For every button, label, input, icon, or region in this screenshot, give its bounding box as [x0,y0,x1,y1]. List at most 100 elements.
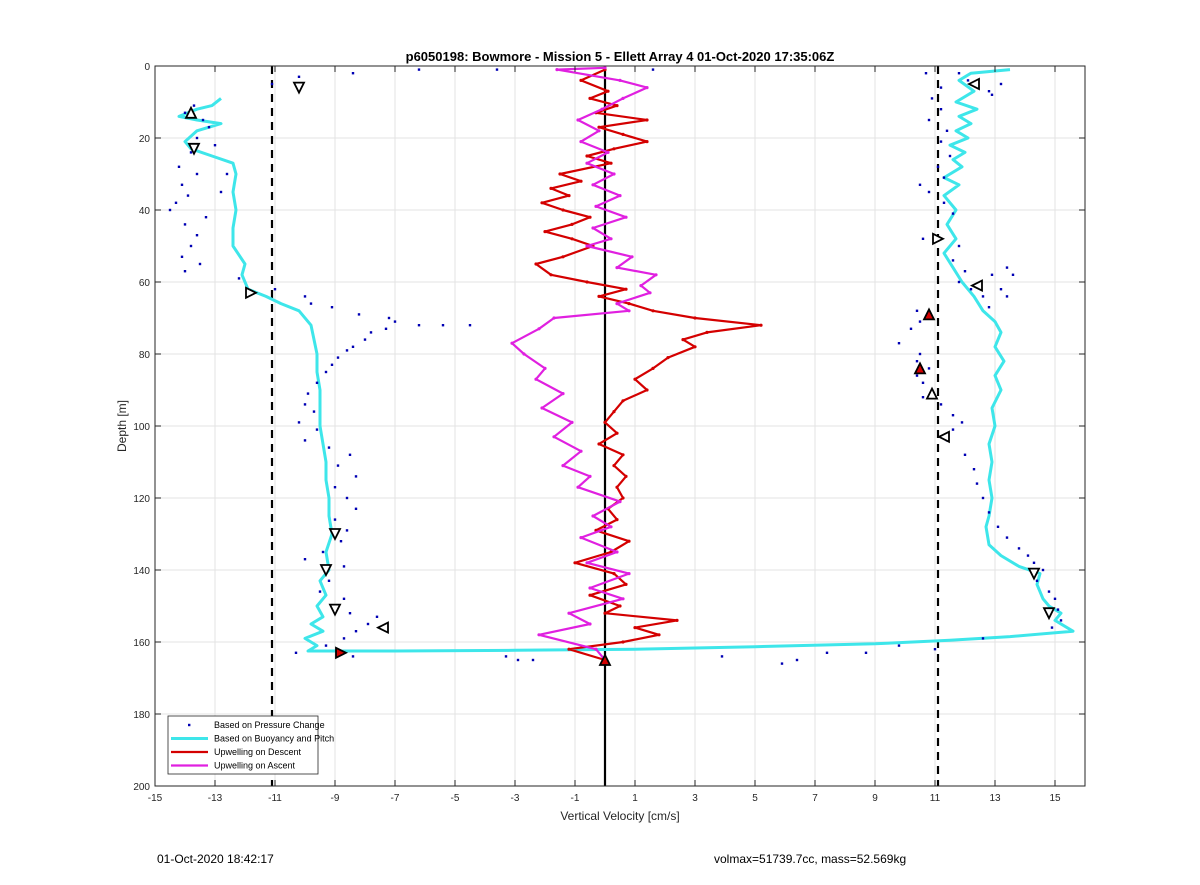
triangle-marker [1042,607,1056,621]
footer-timestamp: 01-Oct-2020 18:42:17 [157,852,274,866]
descent-point [540,201,544,205]
descent-point [618,604,622,608]
ascent-point [591,514,595,518]
ascent-point [621,597,625,601]
pressure-point [387,316,391,320]
pressure-point [303,403,307,406]
ascent-point [576,485,580,489]
descent-point [558,172,562,176]
pressure-point [363,338,367,341]
pressure-point [495,68,499,71]
pressure-point [330,363,334,366]
pressure-point [354,507,358,510]
legend-swatch-pressure [188,723,191,727]
buoyancy-series [177,68,1075,653]
pressure-point [342,597,346,600]
descent-point [693,345,697,349]
y-tick-label: 200 [133,782,150,793]
ascent-point [540,406,544,410]
triangle-marker [335,646,349,660]
pressure-point [1047,590,1051,593]
pressure-point [198,262,202,266]
descent-point [543,230,547,234]
ascent-series [510,66,658,662]
pressure-point [975,482,979,485]
ascent-point [609,525,613,529]
pressure-point [927,367,931,370]
ascent-point [591,226,595,230]
reference-lines [270,66,940,786]
descent-point [561,208,565,212]
x-tick-label: -15 [148,793,163,804]
descent-point [549,186,553,190]
pressure-point [348,612,352,615]
pressure-point [339,540,343,543]
pressure-point [375,615,379,618]
x-tick-label: -7 [391,793,400,804]
pressure-point [204,216,208,219]
triangle-marker [184,105,198,119]
y-tick-label: 180 [133,710,150,721]
ascent-point [630,255,634,259]
ascent-point [597,129,601,133]
pressure-point [357,313,361,316]
pressure-point [180,183,184,186]
descent-point [621,640,625,644]
pressure-point [270,82,274,86]
descent-point [681,338,685,342]
ascent-point [594,647,598,651]
legend: Based on Pressure Change Based on Buoyanc… [167,715,334,775]
pressure-point [366,622,370,626]
pressure-point [189,244,193,248]
pressure-point [183,270,187,273]
descent-point [570,237,574,241]
chart-title: p6050198: Bowmore - Mission 5 - Ellett A… [406,49,835,64]
triangle-marker [925,386,939,400]
pressure-point [183,223,187,226]
pressure-point [303,295,307,298]
descent-point [567,647,571,651]
ascent-point [588,586,592,590]
pressure-point [1035,579,1039,582]
ascent-point [588,474,592,478]
descent-point [624,474,628,478]
descent-point [624,287,628,291]
descent-point [609,161,613,165]
pressure-point [195,136,199,140]
pressure-point [927,190,931,194]
descent-point [612,572,616,576]
ascent-point [561,392,565,396]
x-tick-label: 5 [752,793,758,804]
legend-label: Based on Pressure Change [214,720,325,730]
y-tick-label: 20 [139,134,151,145]
pressure-point [957,280,961,284]
pressure-point [219,190,223,194]
ascent-point [618,78,622,82]
pressure-point [948,154,952,158]
ascent-point [612,172,616,176]
descent-point [603,611,607,615]
descent-point [603,420,607,424]
pressure-point [1005,266,1009,269]
pressure-point [1032,561,1036,564]
descent-point [567,194,571,198]
pressure-point [939,108,943,111]
pressure-point [1005,536,1009,539]
pressure-point [324,644,328,647]
pressure-point [915,360,919,363]
triangle-marker [966,77,980,91]
pressure-point [417,324,421,327]
x-tick-label: 15 [1049,793,1061,804]
pressure-point [1011,273,1015,276]
descent-point [624,582,628,587]
pressure-point [951,212,955,215]
pressure-point [825,651,829,654]
pressure-point [516,658,520,662]
descent-point [666,356,670,360]
series-layer [177,66,1075,662]
pressure-point [972,468,976,471]
descent-point [615,518,619,522]
ascent-point [579,536,583,540]
descent-point [597,125,601,129]
